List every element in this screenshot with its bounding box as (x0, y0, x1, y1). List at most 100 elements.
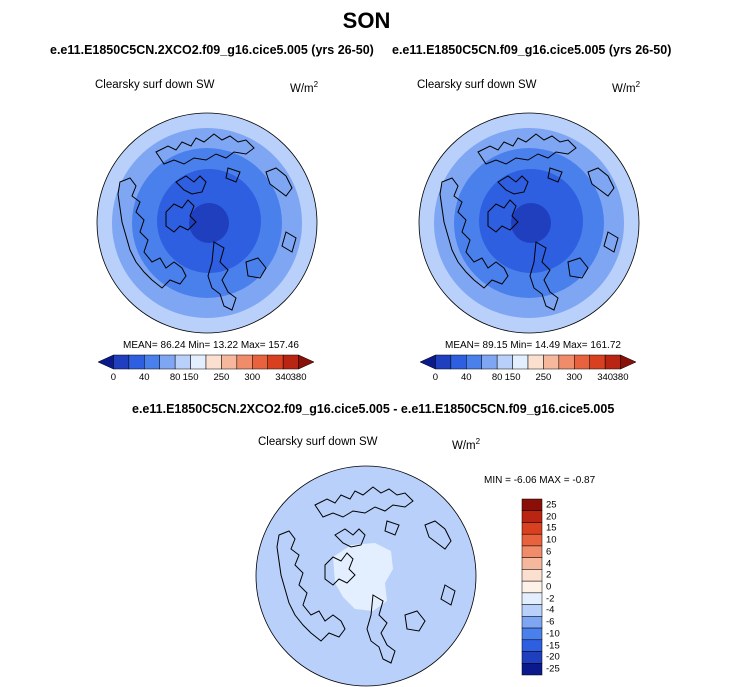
panel-1-map-coastline-1 (117, 177, 187, 289)
difference-colorbar-tick-label: 2 (546, 569, 552, 581)
difference-colorbar-tick-label: 25 (546, 499, 557, 511)
difference-colorbar-tick-label: 10 (546, 534, 557, 546)
panel-1-colorbar-labels: 0 40 80 150 250 300 340 380 (98, 372, 314, 384)
difference-colorbar-swatch-2 (521, 522, 543, 535)
panel-2-map-coastlines (439, 133, 619, 311)
difference-colorbar-tick-label: 0 (546, 581, 552, 593)
panel-2-colorbar-swatch-7 (527, 354, 544, 370)
difference-colorbar-tick-label: -15 (546, 640, 560, 652)
panel-1-colorbar-swatch-12 (282, 354, 299, 370)
panel-2-colorbar-tick-label: 150 (504, 372, 521, 383)
difference-colorbar-tick-label: 20 (546, 511, 557, 523)
difference-polar-map (255, 465, 477, 687)
panel-1-colorbar-swatch-3 (144, 354, 160, 370)
panel-2-colorbar-swatch-12 (604, 354, 621, 370)
difference-colorbar-swatch-3 (521, 533, 543, 547)
panel-1-colorbar-swatch-7 (205, 354, 222, 370)
panel-2-colorbar-swatch-5 (496, 354, 513, 370)
panel-2-map-coastline-5 (567, 257, 589, 279)
panel-2-colorbar-tick-label: 80 (491, 372, 503, 383)
difference-colorbar-tick-label: 6 (546, 546, 552, 558)
difference-map-coastline-4 (366, 594, 396, 664)
difference-colorbar-tick-label: 15 (546, 522, 557, 534)
difference-colorbar-swatch-5 (521, 557, 543, 570)
panel-1-colorbar-swatch-1 (113, 354, 130, 370)
difference-colorbar-tick-label: -4 (546, 604, 555, 616)
difference-map-coastline-7 (440, 584, 456, 606)
panel-1-colorbar (97, 354, 315, 370)
panel-1-colorbar-swatch-10 (252, 354, 268, 370)
panel-2-colorbar-swatch-10 (574, 354, 590, 370)
panel-1-map-coastlines (117, 133, 297, 311)
panel-2-colorbar-tick-label: 300 (566, 372, 583, 383)
panel-2-colorbar-tick-label: 250 (535, 372, 552, 383)
panel-2-map-coastline-3 (497, 175, 529, 195)
panel-1-colorbar-swatch-2 (128, 354, 145, 370)
panel-1-colorbar-tick-label: 380 (290, 372, 307, 383)
difference-colorbar-swatch-8 (521, 592, 543, 605)
panel-1-map-coastline-2 (165, 199, 197, 233)
panel-2-map-coastline-6 (587, 167, 615, 197)
panel-2-colorbar-swatch-13 (620, 354, 637, 370)
difference-colorbar-labels: 25 20 15 10 6 4 2 0 -2 -4 -6 -10 -15 -20 -25 (546, 499, 576, 675)
difference-colorbar-swatch-0 (521, 498, 543, 511)
difference-map-coastline-3 (334, 528, 366, 548)
panel-1-units: W/m2 (290, 80, 319, 95)
panel-1-colorbar-swatch-6 (190, 354, 207, 370)
panel-2-stats: MEAN= 89.15 Min= 14.49 Max= 161.72 (445, 340, 621, 351)
difference-case-title: e.e11.E1850C5CN.2XCO2.f09_g16.cice5.005 … (132, 402, 615, 416)
panel-2-colorbar-swatch-6 (512, 354, 529, 370)
panel-1-colorbar-tick-label: 300 (244, 372, 261, 383)
panel-1-stats: MEAN= 86.24 Min= 13.22 Max= 157.46 (123, 340, 299, 351)
panel-1-colorbar-swatch-13 (298, 354, 315, 370)
panel-2-colorbar-swatch-4 (481, 354, 498, 370)
difference-colorbar-tick-label: -20 (546, 651, 560, 663)
difference-map-coastline-2 (324, 552, 356, 586)
panel-1-map-coastline-0 (155, 133, 255, 165)
panel-2-colorbar-swatch-3 (466, 354, 482, 370)
panel-1-colorbar-swatch-8 (221, 354, 238, 370)
panel-2-colorbar-tick-label: 0 (432, 372, 439, 383)
panel-1-variable-label: Clearsky surf down SW (95, 79, 215, 91)
panel-1-colorbar-tick-label: 0 (110, 372, 117, 383)
panel-2-map-coastline-0 (477, 133, 577, 165)
panel-2-map-coastline-8 (547, 167, 563, 183)
panel-1-map-coastline-7 (281, 231, 297, 253)
difference-colorbar-swatch-12 (521, 639, 543, 652)
panel-2-colorbar-swatch-11 (589, 354, 606, 370)
panel-1-map-coastline-4 (207, 241, 237, 311)
panel-1-map-coastline-6 (265, 167, 293, 197)
difference-map-coastline-0 (314, 486, 414, 518)
difference-map-coastline-6 (424, 520, 452, 550)
difference-colorbar-swatch-10 (521, 616, 543, 629)
panel-2-colorbar-swatch-1 (435, 354, 452, 370)
panel-2-units: W/m2 (612, 80, 641, 95)
panel-2-colorbar-swatch-2 (450, 354, 467, 370)
difference-colorbar-swatch-7 (521, 580, 543, 594)
difference-colorbar-tick-label: -6 (546, 616, 555, 628)
panel-2-polar-map (418, 112, 640, 334)
panel-1-colorbar-tick-label: 80 (169, 372, 181, 383)
panel-2-colorbar-tick-label: 380 (612, 372, 629, 383)
panel-2-variable-label: Clearsky surf down SW (417, 79, 537, 91)
difference-map-coastline-1 (276, 530, 346, 642)
panel-1-colorbar-tick-label: 40 (138, 372, 150, 383)
panel-1-map-coastline-8 (225, 167, 241, 183)
panel-1-polar-map (96, 112, 318, 334)
panel-1-colorbar-tick-label: 250 (213, 372, 230, 383)
panel-2-colorbar-swatch-8 (543, 354, 560, 370)
difference-map-coastline-8 (384, 520, 400, 536)
panel-1-map-coastline-3 (175, 175, 207, 195)
panel-1-colorbar-swatch-0 (97, 354, 114, 370)
difference-map-coastline-5 (404, 610, 426, 632)
difference-colorbar-swatch-1 (521, 510, 543, 523)
difference-colorbar-swatch-11 (521, 627, 543, 641)
panel-1-colorbar-swatch-9 (236, 354, 253, 370)
difference-colorbar-tick-label: -25 (546, 663, 560, 675)
panel-2-colorbar-tick-label: 340 (597, 372, 614, 383)
panel-2-map-coastline-2 (487, 199, 519, 233)
panel-2-map-coastline-7 (603, 231, 619, 253)
panel-2-map-coastline-1 (439, 177, 509, 289)
difference-units: W/m2 (452, 437, 481, 452)
difference-colorbar-swatch-4 (521, 545, 543, 558)
